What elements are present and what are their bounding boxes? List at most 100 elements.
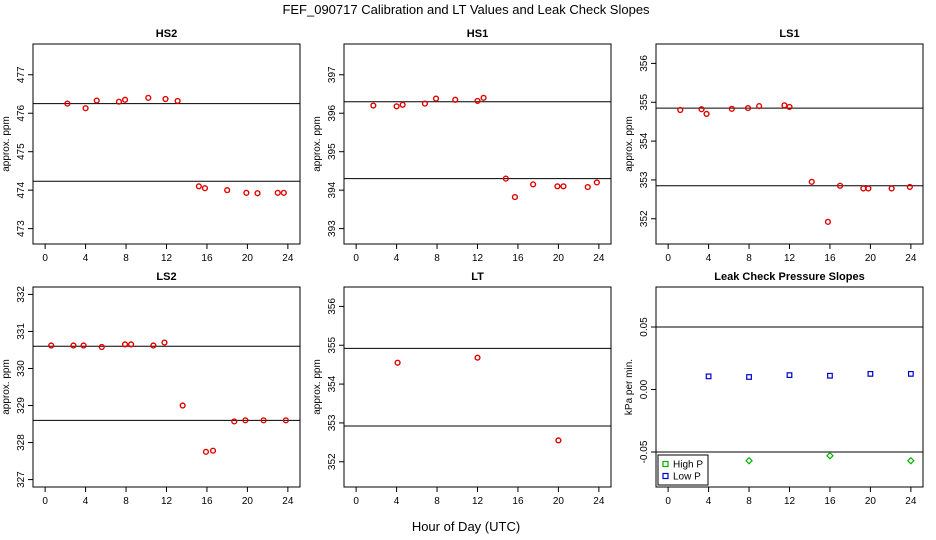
data-point [209, 447, 217, 454]
data-point [511, 193, 519, 201]
x-tick-label: 12 [472, 496, 484, 507]
data-point [242, 417, 249, 424]
data-point [860, 185, 867, 192]
data-point [70, 342, 77, 349]
chart-panel: HS1 approx. ppm 0 4 8 12 16 20 24 393 394 395 396 397 [312, 28, 612, 264]
data-point [554, 183, 561, 190]
y-tick-label: 328 [16, 434, 27, 451]
x-tick-label: 0 [42, 253, 48, 264]
data-point [394, 359, 401, 366]
x-tick-label: 8 [123, 496, 129, 507]
data-point [202, 448, 210, 455]
legend-label-low-p: Low P [673, 472, 701, 483]
legend-marker-low-p [662, 472, 669, 480]
legend-box [657, 454, 709, 486]
data-point [393, 103, 400, 110]
chart-panel: LT approx. ppm 0 4 8 12 16 20 24 352 353 354 355 356 [312, 271, 612, 507]
data-point [703, 110, 710, 118]
y-tick-label: -0.05 [639, 440, 650, 463]
panel-title: LS1 [779, 28, 799, 40]
data-point [808, 178, 815, 185]
x-tick-label: 20 [242, 253, 254, 264]
data-point-high-p [826, 451, 834, 460]
data-point [224, 187, 231, 194]
x-tick-label: 20 [553, 496, 565, 507]
data-point [728, 105, 735, 112]
x-tick-label: 20 [553, 253, 565, 264]
chart-panel: HS2 approx. ppm 0 4 8 12 16 20 24 473 474 475 476 477 [1, 28, 301, 264]
y-tick-label: 356 [639, 55, 650, 72]
x-tick-label: 20 [865, 253, 877, 264]
plot-frame [32, 43, 301, 245]
data-point [260, 417, 267, 424]
y-tick-label: 394 [327, 181, 338, 198]
y-tick-label: 396 [327, 104, 338, 121]
chart-panel: Leak Check Pressure Slopes kPa per min. 0 4… [624, 271, 924, 507]
x-tick-label: 0 [353, 253, 359, 264]
data-point-low-p [867, 370, 874, 377]
y-axis-label: approx. ppm [624, 116, 635, 172]
data-point [399, 101, 406, 108]
x-tick-label: 0 [665, 253, 671, 264]
y-tick-label: 330 [16, 360, 27, 377]
y-tick-label: 475 [16, 143, 27, 160]
x-tick-label: 4 [394, 496, 400, 507]
data-point-low-p [746, 374, 752, 380]
x-tick-label: 24 [593, 253, 605, 264]
y-tick-label: 352 [327, 453, 338, 470]
x-tick-label: 8 [434, 496, 440, 507]
y-tick-label: 355 [327, 336, 338, 353]
panel-title: HS2 [156, 28, 177, 40]
data-point-low-p [907, 370, 914, 377]
y-tick-label: 354 [639, 132, 650, 149]
data-point [231, 418, 238, 425]
data-point-low-p [786, 372, 793, 379]
data-point [174, 97, 181, 105]
y-tick-label: 473 [16, 220, 27, 237]
x-tick-label: 0 [353, 496, 359, 507]
data-point [480, 94, 487, 101]
x-tick-label: 12 [784, 496, 796, 507]
x-tick-label: 24 [905, 253, 917, 264]
data-point [80, 342, 87, 349]
chart-panel: LS2 approx. ppm 0 4 8 12 16 20 24 327 328 329 330 331… [1, 271, 301, 507]
x-tick-label: 16 [824, 253, 836, 264]
x-tick-label: 4 [83, 253, 89, 264]
x-tick-label: 4 [706, 496, 712, 507]
data-point [243, 189, 250, 196]
data-point [677, 106, 684, 114]
data-point [98, 343, 105, 351]
data-point-low-p [705, 373, 712, 380]
panel-title: LT [471, 271, 484, 283]
x-tick-label: 24 [905, 496, 917, 507]
data-point [786, 103, 793, 111]
data-point [781, 102, 788, 109]
y-axis-label: approx. ppm [1, 116, 12, 172]
y-tick-label: 353 [639, 171, 650, 188]
y-tick-label: 393 [327, 220, 338, 237]
y-axis-label: approx. ppm [1, 359, 12, 415]
data-point [474, 354, 481, 361]
x-tick-label: 16 [512, 496, 524, 507]
y-tick-label: 397 [327, 66, 338, 83]
data-point [593, 179, 600, 186]
data-point [115, 98, 123, 105]
y-tick-label: 327 [16, 471, 27, 488]
x-tick-label: 16 [824, 496, 836, 507]
data-point [698, 106, 705, 113]
data-point [48, 342, 55, 349]
x-tick-label: 8 [434, 253, 440, 264]
y-tick-label: 356 [327, 298, 338, 315]
y-tick-label: 329 [16, 397, 27, 414]
data-point [474, 97, 481, 105]
x-tick-label: 0 [665, 496, 671, 507]
panel-title: Leak Check Pressure Slopes [714, 271, 864, 283]
data-point-high-p [907, 456, 915, 465]
y-axis-label: approx. ppm [312, 359, 323, 415]
data-point [865, 185, 872, 192]
data-point [452, 96, 459, 103]
x-tick-label: 12 [784, 253, 796, 264]
y-tick-label: 476 [16, 104, 27, 121]
data-point [370, 102, 377, 109]
panels: HS2 approx. ppm 0 4 8 12 16 20 24 473 474 475 476 477… [1, 28, 924, 507]
